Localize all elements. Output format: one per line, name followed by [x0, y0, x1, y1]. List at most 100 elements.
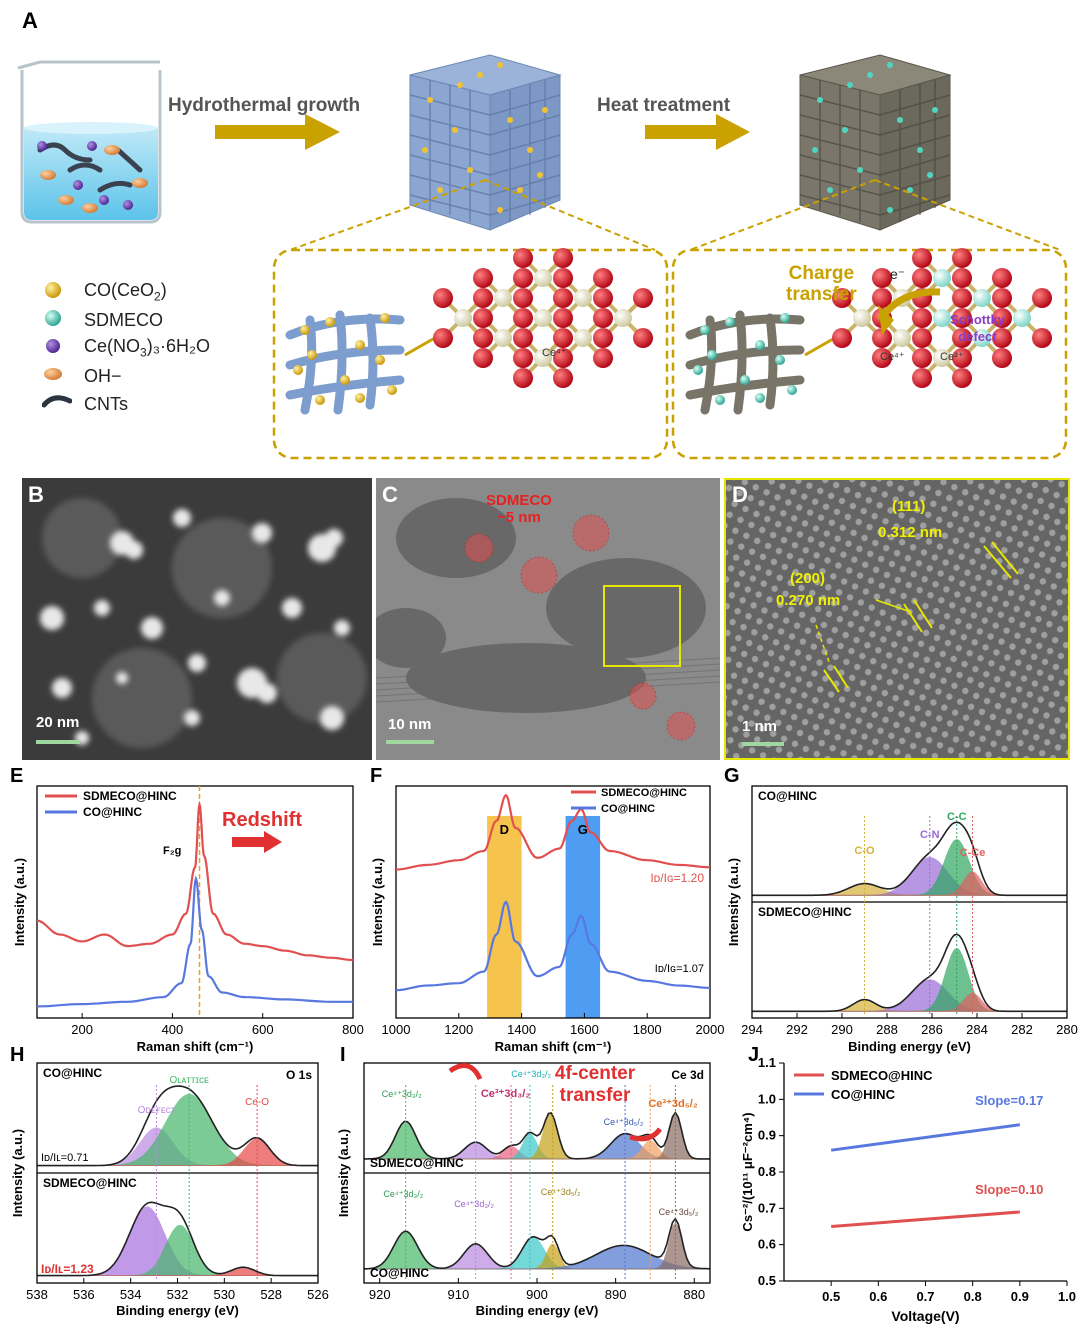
oxygen-atom	[872, 268, 892, 288]
peak-label: Ce⁴⁺3d₅/₂	[541, 1187, 581, 1197]
chart-h: H CO@HINC SDMECO@HINC 538 536 534 532 530 528 526…	[10, 1044, 329, 1318]
oxygen-atom	[473, 288, 493, 308]
scale-bar-label: 1 nm	[742, 718, 778, 735]
oxygen-atom	[952, 308, 972, 328]
arrow-shaft	[232, 837, 266, 847]
x-axis-label: Binding energy (eV)	[476, 1303, 599, 1318]
chart-i: I SDMECO@HINC CO@HINC 920 910 900 890 880 Ce⁴⁺3d…	[336, 1044, 711, 1318]
schottky-label: Schottky defect	[950, 312, 1005, 344]
sphere-gold-icon	[42, 279, 78, 306]
panel-c-tem-image: C SDMECO ~5 nm 10 nm	[376, 478, 720, 760]
oxygen-atom	[513, 268, 533, 288]
x-tick-label: 1200	[444, 1022, 473, 1037]
oxygen-atom	[593, 308, 613, 328]
cerium-atom	[574, 289, 592, 307]
envelope-line	[364, 1217, 711, 1270]
cnt-scaffold-blue	[409, 54, 562, 231]
slope-label: Slope=0.10	[975, 1182, 1043, 1197]
ratio-label: Iᴅ/Iʟ=1.23	[41, 1262, 94, 1276]
oxygen-atom	[912, 268, 932, 288]
x-tick-label: 284	[966, 1022, 988, 1037]
legend-label: Ce(NO3)₃·6H₂O	[84, 336, 211, 360]
oxygen-atom	[952, 328, 972, 348]
legend-label: OH−	[84, 365, 122, 386]
x-tick-label: 0.8	[964, 1289, 982, 1304]
sphere-teal-icon	[42, 307, 78, 334]
oxygen-atom	[952, 248, 972, 268]
oxygen-atom	[513, 348, 533, 368]
oxygen-atom	[992, 288, 1012, 308]
cerium-atom	[933, 269, 951, 287]
ceo2-lattice-left	[433, 248, 653, 388]
x-tick-label: 920	[369, 1287, 391, 1302]
y-axis-label: Cs⁻²/(10¹¹ μF⁻²cm⁴)	[740, 1112, 755, 1231]
panel-a: A	[0, 0, 1080, 470]
peak-label: Ce-O	[245, 1097, 269, 1108]
panel-letter: D	[732, 482, 748, 507]
x-tick-label: 880	[683, 1287, 705, 1302]
x-tick-label: 536	[73, 1287, 95, 1302]
y-tick-label: 0.7	[758, 1200, 776, 1215]
oxygen-atom	[593, 268, 613, 288]
chart-g: G CO@HINC SDMECO@HINC 294 292 290 288 286 284 282…	[724, 766, 1078, 1054]
cerium-atom	[534, 309, 552, 327]
legend-label: SDMECO@HINC	[601, 787, 687, 799]
oxygen-atom	[952, 268, 972, 288]
x-tick-label: 1600	[570, 1022, 599, 1037]
oxygen-atom	[992, 268, 1012, 288]
oxygen-atom	[513, 288, 533, 308]
series-line	[395, 793, 711, 871]
cerium-atom	[893, 329, 911, 347]
x-axis-label: Voltage(V)	[891, 1308, 959, 1324]
oxygen-atom	[832, 328, 852, 348]
oxygen-atom	[832, 288, 852, 308]
cnt-scaffold-brown	[799, 54, 952, 231]
fit-peak	[363, 1221, 711, 1270]
x-axis-label: Raman shift (cm⁻¹)	[137, 1039, 254, 1054]
cerium-atom	[853, 309, 871, 327]
chart-j: J 0.5 0.6 0.7 0.8 0.9 1.0 0.5 0.6 0.7 0.8 0.9 1.0 1.1…	[740, 1044, 1076, 1324]
x-tick-label: 526	[307, 1287, 329, 1302]
x-tick-label: 1000	[382, 1022, 411, 1037]
legend-label: CO(CeO2)	[84, 280, 167, 304]
x-axis-label: Binding energy (eV)	[848, 1039, 971, 1054]
x-tick-label: 890	[605, 1287, 627, 1302]
ce4-label: Ce⁴⁺	[542, 347, 567, 359]
cerium-atom	[494, 329, 512, 347]
ratio-label: Iᴅ/Iɢ=1.07	[655, 963, 704, 975]
legend-item: CO(CeO2)	[42, 278, 210, 306]
cerium-atom	[1013, 309, 1031, 327]
ratio-label: Iᴅ/Iʟ=0.71	[41, 1152, 89, 1164]
legend-item: CNTs	[41, 390, 210, 418]
curved-arrow-icon	[448, 1063, 483, 1081]
oxygen-atom	[553, 288, 573, 308]
slope-label: Slope=0.17	[975, 1093, 1043, 1108]
y-axis-label: Intensity (a.u.)	[12, 858, 27, 946]
oxygen-atom	[553, 328, 573, 348]
x-tick-label: 290	[831, 1022, 853, 1037]
x-tick-label: 1400	[507, 1022, 536, 1037]
curved-arrow-icon	[629, 1127, 663, 1142]
arrow-right-icon	[215, 114, 340, 150]
panel-a-illustration	[17, 54, 1068, 460]
sdmeco-lattice-right	[832, 248, 1052, 388]
lattice-plane-label: (200)	[790, 570, 826, 587]
peak-label: Oʟᴀᴛᴛɪᴄᴇ	[170, 1075, 209, 1086]
zoom-box-right	[671, 248, 1068, 460]
cnt-mesh-gold	[285, 310, 450, 415]
subplot-label: SDMECO@HINC	[370, 1156, 464, 1170]
x-tick-label: 532	[167, 1287, 189, 1302]
cerium-atom	[574, 329, 592, 347]
y-axis-label: Intensity (a.u.)	[336, 1129, 351, 1217]
series-line	[36, 875, 353, 1008]
x-tick-label: 530	[213, 1287, 235, 1302]
legend-item: OH−	[42, 362, 210, 390]
x-tick-label: 1800	[633, 1022, 662, 1037]
plot-frame	[36, 785, 354, 1019]
cerium-atom	[933, 349, 951, 367]
subplot-label: CO@HINC	[758, 789, 817, 803]
panel-b-sem-image: B 20 nm	[22, 478, 372, 760]
cnt-mesh-teal	[685, 310, 850, 415]
oxygen-atom	[553, 308, 573, 328]
band-label: G	[578, 822, 588, 837]
